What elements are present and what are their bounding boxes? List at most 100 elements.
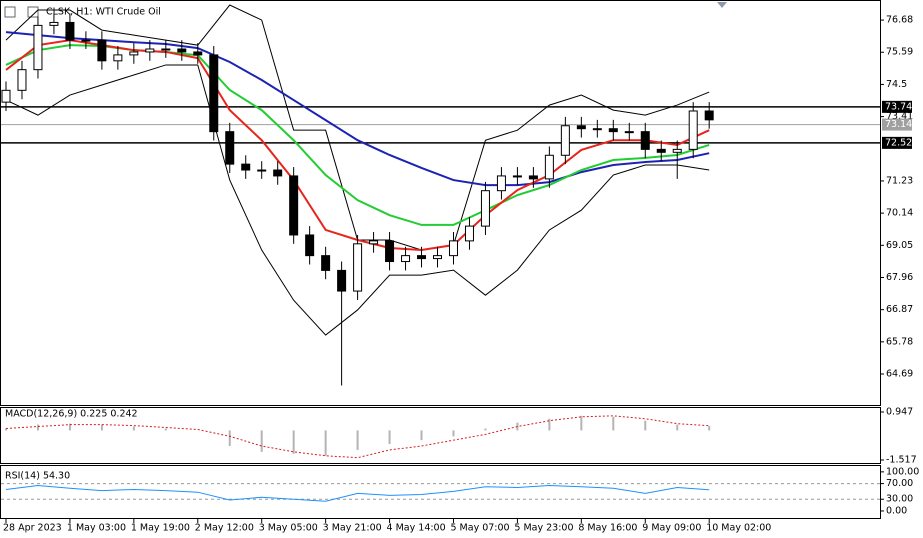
x-tick-label: 3 May 21:00	[323, 523, 382, 534]
macd-bar	[36, 424, 39, 431]
macd-bar	[612, 416, 615, 431]
macd-bar	[580, 415, 583, 431]
x-tick-label: 5 May 07:00	[450, 523, 509, 534]
y-tick-label: 100.00	[886, 466, 919, 477]
current-price-box	[882, 118, 912, 131]
chart-title: CLSK, H1: WTI Crude Oil	[46, 7, 161, 18]
y-tick-label: 70.14	[886, 208, 913, 219]
rsi-line	[5, 485, 710, 502]
y-tick-label: 67.96	[886, 272, 913, 283]
candle-body	[448, 240, 458, 257]
candle-body	[81, 39, 91, 42]
candle-body	[305, 234, 315, 257]
x-tick-label: 2 May 12:00	[195, 523, 254, 534]
level-label-box	[882, 136, 912, 149]
macd-bar	[4, 428, 7, 431]
candle-body	[33, 24, 43, 71]
candle-body	[209, 54, 219, 133]
candle-body	[401, 255, 411, 263]
macd-bar	[68, 423, 71, 431]
candle-body	[97, 39, 107, 62]
candle-body	[704, 110, 714, 121]
x-tick-label: 5 May 23:00	[514, 523, 573, 534]
level-label: 73.74	[885, 101, 912, 112]
indicator-line	[5, 44, 710, 226]
candle-body	[145, 48, 155, 53]
rsi-panel	[0, 465, 881, 519]
y-tick-label: 0.947	[886, 406, 913, 417]
candle-body	[289, 175, 299, 236]
macd-signal	[5, 415, 710, 459]
candle-body	[480, 190, 490, 227]
candle-body	[161, 48, 171, 51]
candle-body	[369, 240, 379, 245]
macd-bar	[548, 418, 551, 431]
macd-bar	[484, 428, 487, 431]
y-tick-label: 74.5	[886, 79, 907, 90]
y-tick-label: 69.05	[886, 240, 913, 251]
symbol-icon[interactable]	[4, 6, 16, 18]
macd-panel	[0, 407, 881, 464]
macd-bar	[644, 420, 647, 431]
candle-body	[688, 110, 698, 150]
macd-bar	[420, 430, 423, 441]
macd-bar	[100, 424, 103, 431]
candle-body	[113, 54, 123, 62]
candle-body	[624, 131, 634, 134]
x-tick-label: 8 May 16:00	[578, 523, 637, 534]
macd-bar	[388, 430, 391, 445]
indicator-line	[5, 4, 710, 251]
candle-body	[353, 243, 363, 292]
candle-body	[592, 128, 602, 131]
x-tick-label: 4 May 14:00	[387, 523, 446, 534]
macd-bar	[324, 430, 327, 456]
candle-body	[464, 225, 474, 242]
candle-body	[1, 89, 11, 103]
current-price-label: 73.14	[885, 119, 912, 130]
candle-body	[496, 175, 506, 192]
candle-body	[65, 21, 75, 41]
candle-body	[241, 163, 251, 171]
shift-marker[interactable]	[717, 2, 727, 8]
macd-bar	[164, 428, 167, 431]
candle-body	[433, 255, 443, 260]
candle-body	[49, 21, 59, 26]
x-tick-label: 3 May 05:00	[259, 523, 318, 534]
candle-body	[560, 125, 570, 156]
macd-bar	[292, 430, 295, 454]
candle-body	[576, 125, 586, 130]
level-label-box	[882, 100, 912, 113]
macd-bar	[708, 426, 711, 431]
y-tick-label: 73.41	[886, 111, 913, 122]
y-tick-label: 66.87	[886, 304, 913, 315]
indicator-line	[5, 39, 710, 252]
level-label: 72.52	[885, 137, 912, 148]
y-tick-label: 70.00	[886, 478, 913, 489]
macd-bar	[228, 430, 231, 447]
candle-body	[608, 128, 618, 133]
candle-body	[385, 240, 395, 263]
candle-body	[672, 148, 682, 153]
main-panel	[0, 0, 881, 406]
indicator-line	[5, 31, 710, 187]
y-tick-label: -1.517	[886, 454, 917, 465]
candle-body	[177, 48, 187, 53]
x-tick-label: 10 May 02:00	[706, 523, 771, 534]
y-tick-label: 75.59	[886, 47, 913, 58]
macd-bar	[676, 424, 679, 431]
y-tick-label: 71.23	[886, 175, 913, 186]
candle-body	[640, 131, 650, 150]
timeframe-icon[interactable]	[27, 6, 39, 18]
macd-title: MACD(12,26,9) 0.225 0.242	[5, 409, 138, 420]
macd-bar	[260, 430, 263, 452]
candle-body	[257, 169, 267, 172]
candle-body	[544, 154, 554, 180]
candle-body	[273, 169, 283, 177]
rsi-title: RSI(14) 54.30	[5, 471, 70, 482]
macd-bar	[132, 426, 135, 431]
candle-body	[321, 255, 331, 271]
candle-body	[656, 148, 666, 153]
y-tick-label: 0.00	[886, 505, 907, 516]
candle-body	[528, 175, 538, 180]
